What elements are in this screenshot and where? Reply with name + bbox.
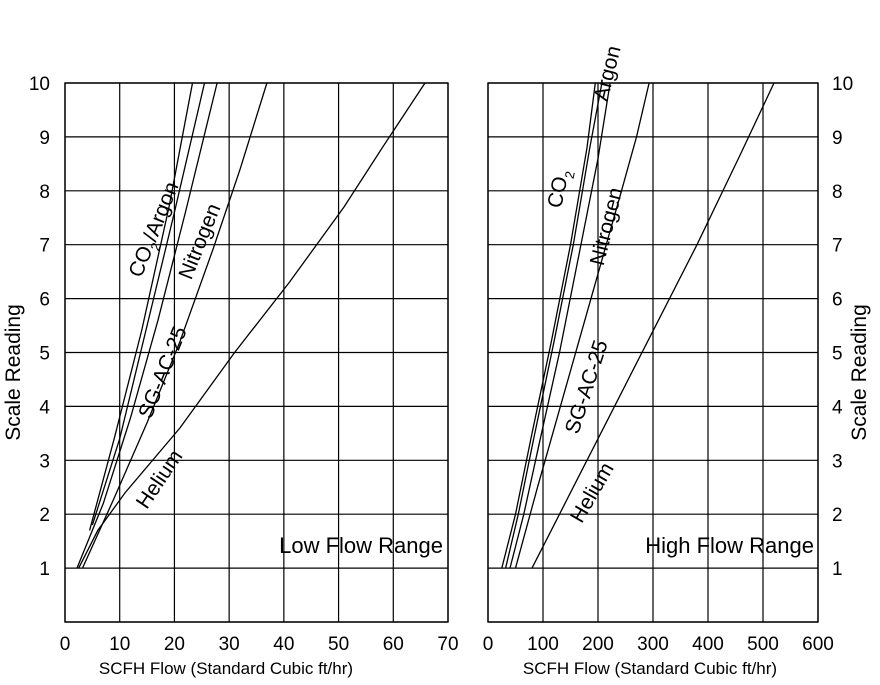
series-label: Argon	[590, 43, 626, 103]
y-tick-label: 1	[39, 559, 50, 580]
y-axis-label: Scale Reading	[2, 304, 25, 441]
x-tick-label: 400	[692, 634, 724, 655]
series-line-5	[531, 82, 775, 569]
x-tick-label: 20	[164, 634, 185, 655]
x-tick-label: 0	[483, 634, 494, 655]
chart-panel-1: 0 10 20 30 40 50 60 70 1 2 3 4 5 6 7 8 9 10 SCFH Flow (Sta…	[2, 74, 459, 678]
series-label: Helium	[132, 446, 188, 513]
y-tick-label: 8	[39, 182, 50, 203]
plot-frame	[64, 82, 449, 623]
y-tick-label: 9	[832, 128, 843, 149]
chart-panel-2: 0 100 200 300 400 500 600 1 2 3 4 5 6 7 8 9 10 SCFH Flow …	[483, 43, 871, 678]
series-label: Nitrogen	[174, 200, 225, 282]
y-tick-label: 10	[29, 74, 50, 95]
x-tick-label: 30	[219, 634, 240, 655]
y-tick-label: 6	[832, 290, 843, 311]
y-axis-label: Scale Reading	[848, 304, 871, 441]
x-tick-label: 70	[437, 634, 458, 655]
grid	[64, 82, 449, 623]
series-label: Nitrogen	[586, 185, 628, 268]
x-tick-label: 0	[60, 634, 71, 655]
x-tick-label: 60	[383, 634, 404, 655]
y-tick-label: 10	[832, 74, 853, 95]
y-tick-label: 2	[39, 505, 50, 526]
series-line-1	[88, 82, 194, 531]
series-line-2	[504, 82, 603, 569]
y-tick-label: 2	[832, 505, 843, 526]
y-tick-label: 7	[39, 236, 50, 257]
y-tick-label: 4	[832, 397, 843, 418]
series-line-3	[509, 82, 611, 569]
y-tick-label: 6	[39, 290, 50, 311]
series-line-3	[76, 82, 218, 569]
series-line-5	[78, 82, 426, 569]
x-axis-label: SCFH Flow (Standard Cubic ft/hr)	[99, 659, 353, 678]
x-tick-label: 300	[637, 634, 669, 655]
series-label: CO2	[543, 167, 577, 211]
y-tick-label: 7	[832, 236, 843, 257]
y-tick-label: 9	[39, 128, 50, 149]
x-tick-label: 600	[802, 634, 834, 655]
series-line-4	[514, 82, 650, 569]
y-tick-label: 3	[39, 451, 50, 472]
x-tick-label: 10	[109, 634, 130, 655]
series-label: Helium	[566, 459, 619, 527]
x-tick-label: 200	[582, 634, 614, 655]
series-line-1	[501, 82, 596, 569]
x-tick-label: 40	[273, 634, 294, 655]
series-line-2	[91, 82, 206, 526]
y-tick-label: 1	[832, 559, 843, 580]
y-tick-label: 8	[832, 182, 843, 203]
x-tick-label: 100	[527, 634, 559, 655]
plot-frame	[487, 82, 819, 623]
y-tick-label: 5	[39, 344, 50, 365]
x-tick-label: 50	[328, 634, 349, 655]
series-line-4	[81, 82, 268, 569]
y-tick-label: 3	[832, 451, 843, 472]
chart-title: Low Flow Range	[279, 533, 443, 558]
x-axis-label: SCFH Flow (Standard Cubic ft/hr)	[523, 659, 777, 678]
y-tick-label: 5	[832, 344, 843, 365]
y-tick-label: 4	[39, 397, 50, 418]
x-tick-label: 500	[747, 634, 779, 655]
chart-title: High Flow Range	[645, 533, 814, 558]
